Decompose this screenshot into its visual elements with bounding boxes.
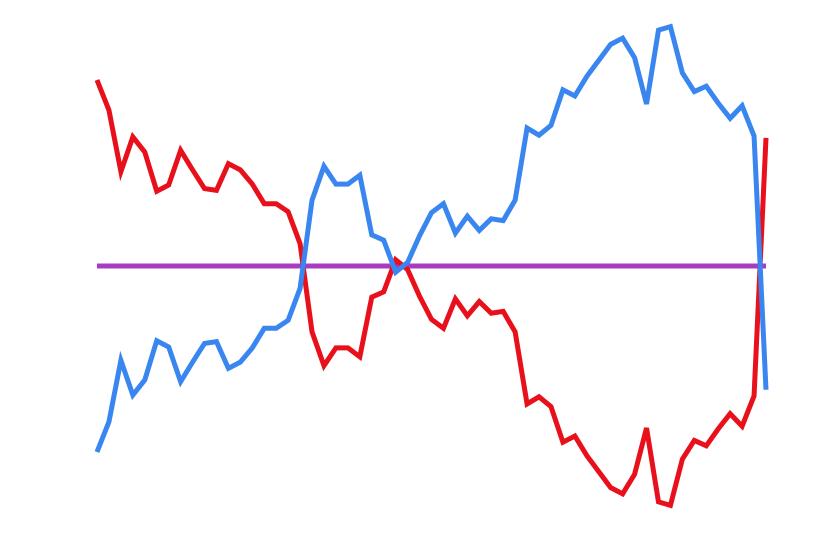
line-series [94, 79, 769, 509]
line-series [94, 23, 769, 453]
